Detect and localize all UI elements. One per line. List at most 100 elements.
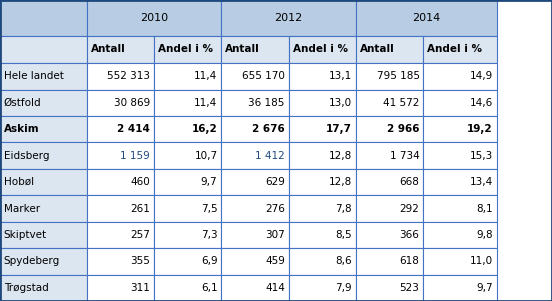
Text: 30 869: 30 869 (114, 98, 150, 108)
Text: 311: 311 (130, 283, 150, 293)
Text: 366: 366 (400, 230, 420, 240)
Text: 12,8: 12,8 (329, 177, 352, 187)
Bar (221, 142, 289, 169)
Text: 523: 523 (400, 283, 420, 293)
Text: 9,7: 9,7 (201, 177, 217, 187)
Bar (423, 36, 497, 63)
Bar (289, 248, 356, 275)
Text: Antall: Antall (91, 44, 125, 54)
Bar (154, 63, 221, 90)
Text: 11,4: 11,4 (194, 71, 217, 82)
Text: 795 185: 795 185 (376, 71, 420, 82)
Bar (154, 275, 221, 301)
Bar (356, 142, 423, 169)
Text: 8,5: 8,5 (336, 230, 352, 240)
Bar (0, 142, 87, 169)
Bar (87, 36, 154, 63)
Bar (0, 275, 87, 301)
Bar (356, 116, 423, 142)
Text: 276: 276 (265, 203, 285, 213)
Text: Hele landet: Hele landet (4, 71, 63, 82)
Bar (87, 195, 154, 222)
Bar (154, 142, 221, 169)
Bar (0, 90, 87, 116)
Bar (87, 0, 221, 36)
Bar (423, 275, 497, 301)
Text: 2 414: 2 414 (117, 124, 150, 134)
Bar (0, 169, 87, 195)
Text: 459: 459 (265, 256, 285, 266)
Text: 11,4: 11,4 (194, 98, 217, 108)
Text: Østfold: Østfold (4, 98, 41, 108)
Bar (356, 63, 423, 90)
Bar (0, 0, 87, 36)
Bar (154, 116, 221, 142)
Bar (221, 195, 289, 222)
Text: 36 185: 36 185 (248, 98, 285, 108)
Bar (221, 90, 289, 116)
Text: 9,8: 9,8 (476, 230, 493, 240)
Text: 1 159: 1 159 (120, 151, 150, 161)
Text: 460: 460 (130, 177, 150, 187)
Bar (0, 195, 87, 222)
Bar (87, 90, 154, 116)
Bar (221, 116, 289, 142)
Text: Spydeberg: Spydeberg (4, 256, 60, 266)
Bar (423, 63, 497, 90)
Text: 16,2: 16,2 (192, 124, 217, 134)
Text: 618: 618 (400, 256, 420, 266)
Text: 17,7: 17,7 (326, 124, 352, 134)
Bar (356, 90, 423, 116)
Bar (154, 248, 221, 275)
Text: 7,9: 7,9 (336, 283, 352, 293)
Text: 6,9: 6,9 (201, 256, 217, 266)
Text: 14,6: 14,6 (470, 98, 493, 108)
Bar (221, 248, 289, 275)
Text: 19,2: 19,2 (468, 124, 493, 134)
Text: 8,1: 8,1 (476, 203, 493, 213)
Text: 13,0: 13,0 (329, 98, 352, 108)
Bar (289, 195, 356, 222)
Bar (356, 0, 497, 36)
Bar (87, 275, 154, 301)
Text: 1 734: 1 734 (390, 151, 420, 161)
Text: 15,3: 15,3 (470, 151, 493, 161)
Text: 552 313: 552 313 (107, 71, 150, 82)
Text: 2012: 2012 (274, 13, 303, 23)
Text: Antall: Antall (225, 44, 260, 54)
Text: Antall: Antall (360, 44, 395, 54)
Text: Marker: Marker (4, 203, 40, 213)
Bar (154, 90, 221, 116)
Bar (221, 222, 289, 248)
Text: 14,9: 14,9 (470, 71, 493, 82)
Text: 6,1: 6,1 (201, 283, 217, 293)
Bar (289, 222, 356, 248)
Text: 414: 414 (265, 283, 285, 293)
Bar (356, 248, 423, 275)
Bar (289, 142, 356, 169)
Text: 8,6: 8,6 (336, 256, 352, 266)
Bar (0, 222, 87, 248)
Text: 261: 261 (130, 203, 150, 213)
Bar (356, 169, 423, 195)
Bar (87, 169, 154, 195)
Bar (221, 169, 289, 195)
Bar (154, 169, 221, 195)
Text: Askim: Askim (4, 124, 40, 134)
Text: 2010: 2010 (140, 13, 168, 23)
Text: 7,5: 7,5 (201, 203, 217, 213)
Bar (154, 222, 221, 248)
Text: 307: 307 (265, 230, 285, 240)
Text: 257: 257 (130, 230, 150, 240)
Bar (423, 142, 497, 169)
Bar (0, 36, 87, 63)
Bar (289, 90, 356, 116)
Bar (356, 222, 423, 248)
Text: 2 676: 2 676 (252, 124, 285, 134)
Text: Trøgstad: Trøgstad (4, 283, 49, 293)
Text: Andel i %: Andel i % (427, 44, 482, 54)
Text: 292: 292 (400, 203, 420, 213)
Text: 2014: 2014 (412, 13, 440, 23)
Bar (0, 116, 87, 142)
Bar (87, 222, 154, 248)
